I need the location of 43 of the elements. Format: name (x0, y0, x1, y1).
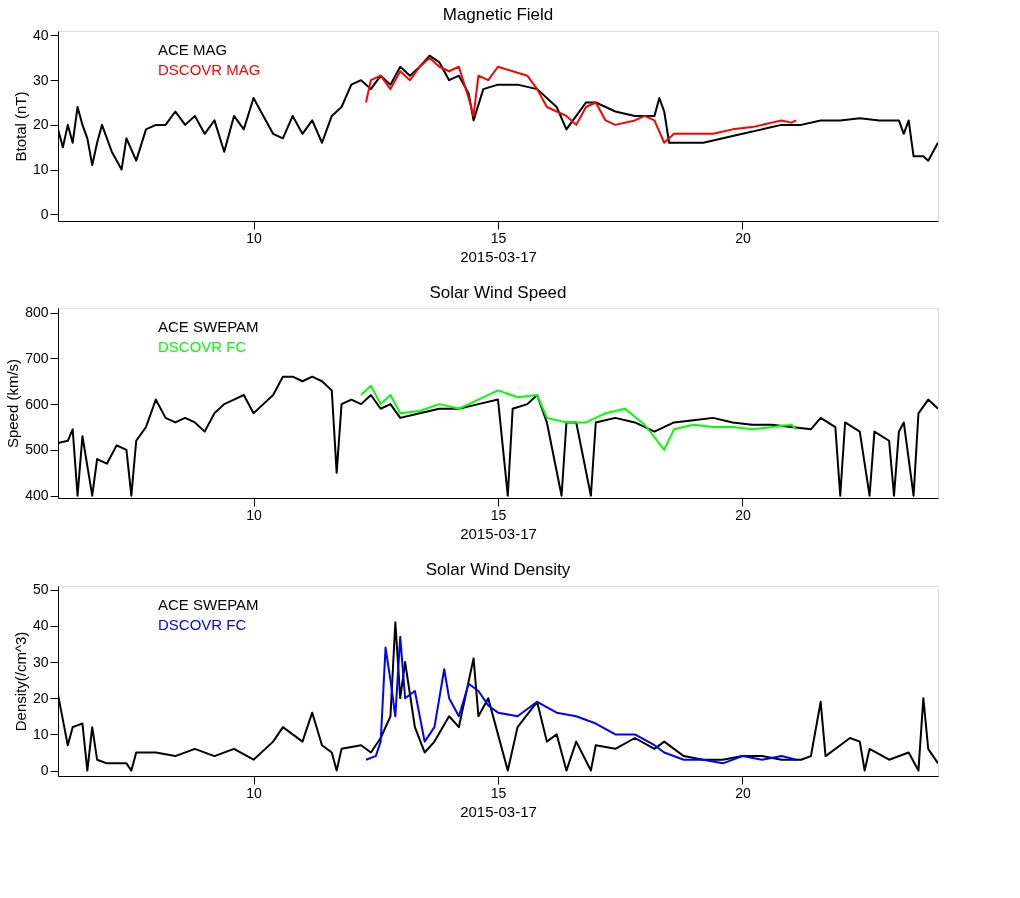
y-axis-title: Btotal (nT) (11, 91, 29, 162)
y-axis-title: Density(/cm^3) (11, 631, 29, 732)
x-tick-label: 20 (735, 506, 751, 523)
text: ACE MAG (158, 41, 228, 58)
x-axis-title: 2015-03-17 (460, 247, 537, 265)
text: DSCOVR MAG (158, 61, 261, 78)
y-tick-label: 700 (25, 349, 49, 366)
text: DSCOVR FC (158, 616, 247, 633)
x-axis-title: 2015-03-17 (460, 802, 537, 820)
y-tick-label: 10 (32, 725, 49, 742)
x-tick-label: 10 (246, 506, 263, 523)
y-tick-label: 400 (25, 487, 49, 504)
y-tick-label: 600 (25, 395, 49, 412)
x-tick-label: 10 (246, 784, 263, 801)
text: DSCOVR FC (158, 338, 247, 355)
y-tick-label: 500 (25, 441, 49, 458)
x-tick-label: 15 (490, 506, 507, 523)
x-tick-label: 20 (735, 229, 751, 246)
text: ACE SWEPAM (158, 318, 259, 335)
y-tick-label: 40 (32, 617, 49, 634)
y-tick-label: 50 (32, 581, 49, 598)
chart-title: Solar Wind Speed (429, 282, 567, 302)
y-tick-label: 800 (25, 304, 49, 321)
y-tick-label: 30 (32, 71, 49, 88)
text: ACE SWEPAM (158, 596, 259, 613)
x-tick-label: 15 (490, 784, 507, 801)
y-tick-label: 30 (32, 653, 49, 670)
x-tick-label: 15 (490, 229, 507, 246)
line-series (365, 635, 798, 765)
y-tick-label: 20 (32, 689, 49, 706)
line-series (360, 384, 798, 451)
y-tick-label: 10 (32, 161, 49, 178)
y-tick-label: 0 (40, 762, 49, 779)
y-tick-label: 0 (40, 205, 49, 222)
x-tick-label: 20 (735, 784, 751, 801)
y-tick-label: 40 (32, 26, 49, 43)
y-axis-title: Speed (km/s) (4, 358, 22, 449)
chart-title: Solar Wind Density (425, 559, 571, 579)
line-series (365, 56, 798, 144)
y-tick-label: 20 (32, 116, 49, 133)
x-axis-title: 2015-03-17 (460, 524, 537, 542)
chart-title: Magnetic Field (442, 5, 554, 25)
x-tick-label: 10 (246, 229, 263, 246)
